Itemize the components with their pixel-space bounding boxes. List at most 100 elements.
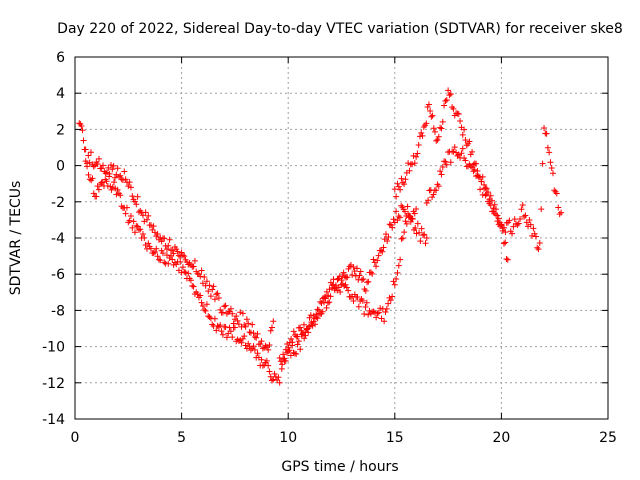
- data-point: [370, 256, 377, 263]
- data-point: [517, 215, 524, 222]
- data-point: [487, 192, 494, 199]
- data-point: [313, 314, 320, 321]
- data-point: [182, 269, 189, 276]
- data-point: [432, 128, 439, 135]
- data-point: [378, 315, 385, 322]
- data-point: [482, 184, 489, 191]
- data-point: [207, 293, 214, 300]
- data-point: [544, 144, 551, 151]
- data-point: [417, 238, 424, 245]
- data-point: [235, 321, 242, 328]
- data-point: [403, 220, 410, 227]
- data-point: [377, 305, 384, 312]
- data-point: [203, 278, 210, 285]
- y-tick-label: -10: [42, 340, 65, 356]
- data-point: [206, 314, 213, 321]
- data-point: [462, 137, 469, 144]
- data-point: [305, 323, 312, 330]
- data-point: [455, 151, 462, 158]
- data-point: [259, 362, 266, 369]
- data-point: [411, 210, 418, 217]
- data-point: [318, 300, 325, 307]
- data-point: [125, 183, 132, 190]
- data-point: [399, 179, 406, 186]
- data-point: [558, 209, 565, 216]
- data-point: [181, 253, 188, 260]
- data-point: [391, 281, 398, 288]
- chart-title: Day 220 of 2022, Sidereal Day-to-day VTE…: [57, 21, 623, 37]
- data-point: [357, 268, 364, 275]
- data-points: [76, 87, 565, 386]
- data-point: [343, 274, 350, 281]
- data-point: [106, 170, 113, 177]
- data-point: [375, 252, 382, 259]
- data-point: [519, 201, 526, 208]
- data-point: [506, 217, 513, 224]
- data-point: [461, 126, 468, 133]
- data-point: [463, 142, 470, 149]
- data-point: [187, 277, 194, 284]
- data-point: [163, 246, 170, 253]
- data-point: [179, 264, 186, 271]
- data-point: [133, 222, 140, 229]
- y-tick-label: 4: [56, 86, 65, 102]
- data-point: [154, 231, 161, 238]
- data-point: [405, 160, 412, 167]
- data-point: [489, 197, 496, 204]
- data-point: [343, 284, 350, 291]
- data-point: [443, 96, 450, 103]
- data-point: [301, 335, 308, 342]
- data-point: [344, 274, 351, 281]
- data-point: [298, 327, 305, 334]
- y-tick-label: -12: [42, 376, 65, 392]
- data-point: [367, 269, 374, 276]
- data-point: [495, 215, 502, 222]
- data-point: [345, 287, 352, 294]
- data-point: [210, 283, 217, 290]
- data-point: [422, 240, 429, 247]
- data-point: [419, 132, 426, 139]
- data-point: [355, 303, 362, 310]
- data-point: [385, 300, 392, 307]
- data-point: [98, 165, 105, 172]
- data-point: [470, 168, 477, 175]
- data-point: [555, 204, 562, 211]
- data-point: [111, 174, 118, 181]
- data-point: [161, 235, 168, 242]
- data-point: [419, 232, 426, 239]
- y-axis-label: SDTVAR / TECUs: [8, 181, 24, 296]
- data-point: [380, 244, 387, 251]
- data-point: [433, 137, 440, 144]
- data-point: [324, 299, 331, 306]
- series-track-B: [82, 146, 277, 353]
- data-point: [366, 307, 373, 314]
- data-point: [443, 161, 450, 168]
- data-point: [323, 304, 330, 311]
- data-point: [522, 212, 529, 219]
- data-point: [302, 329, 309, 336]
- data-point: [539, 160, 546, 167]
- data-point: [446, 92, 453, 99]
- data-point: [430, 125, 437, 132]
- data-point: [410, 152, 417, 159]
- data-point: [409, 161, 416, 168]
- data-point: [509, 230, 516, 237]
- data-point: [166, 236, 173, 243]
- data-point: [80, 137, 87, 144]
- data-point: [297, 346, 304, 353]
- data-point: [375, 309, 382, 316]
- data-point: [237, 337, 244, 344]
- data-point: [129, 193, 136, 200]
- data-point: [369, 270, 376, 277]
- data-point: [362, 287, 369, 294]
- data-point: [127, 213, 134, 220]
- data-point: [265, 362, 272, 369]
- data-point: [246, 329, 253, 336]
- data-point: [306, 314, 313, 321]
- data-point: [123, 204, 130, 211]
- data-point: [491, 201, 498, 208]
- data-point: [218, 328, 225, 335]
- data-point: [270, 376, 277, 383]
- data-point: [254, 350, 261, 357]
- data-point: [439, 118, 446, 125]
